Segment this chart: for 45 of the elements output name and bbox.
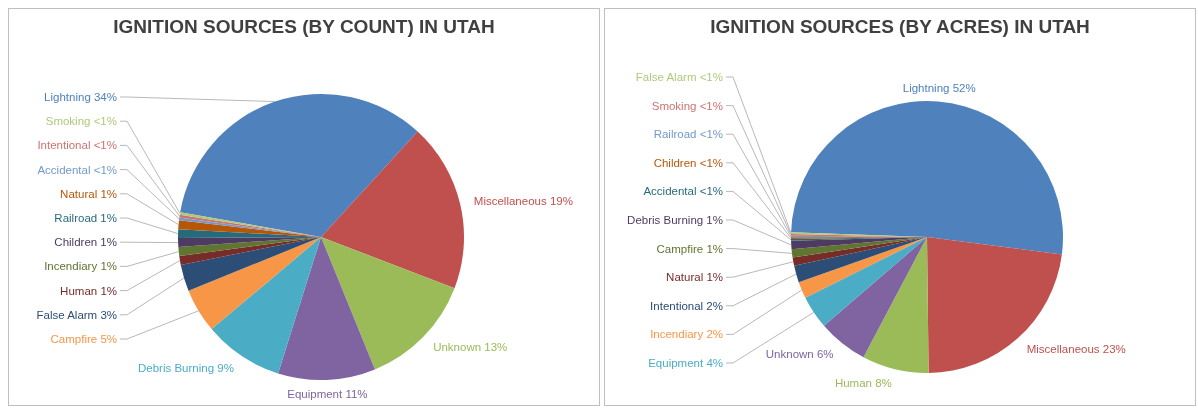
slice-label: Lightning 52%	[902, 81, 976, 94]
pie-slice	[278, 237, 375, 380]
slice-label: Equipment 11%	[287, 387, 368, 400]
slice-label: False Alarm <1%	[635, 71, 723, 84]
slice-label: Incendiary 2%	[650, 328, 723, 341]
slice-label: Lightning 34%	[44, 91, 117, 104]
pie-slice	[798, 237, 927, 298]
slice-label: Debris Burning 1%	[627, 214, 723, 227]
slice-label: False Alarm 3%	[36, 308, 117, 321]
pie-slice	[792, 237, 927, 266]
slice-label: Miscellaneous 19%	[473, 195, 573, 208]
pie-slice	[179, 237, 321, 265]
slice-label: Unknown 6%	[765, 348, 834, 361]
slice-label: Children <1%	[653, 156, 723, 169]
slice-label: Human 8%	[834, 376, 892, 389]
slice-label: Children 1%	[54, 236, 117, 249]
slice-label: Natural 1%	[666, 271, 723, 284]
slice-label: Miscellaneous 23%	[1026, 343, 1126, 356]
slice-label: Intentional <1%	[37, 139, 117, 152]
slice-label: Campfire 5%	[50, 333, 117, 346]
slice-label: Human 1%	[60, 284, 117, 297]
slice-label: Railroad 1%	[54, 212, 117, 225]
pie-slice	[188, 237, 321, 330]
slice-label: Accidental <1%	[37, 163, 117, 176]
slice-label: Unknown 13%	[433, 340, 508, 353]
slice-label: Incendiary 1%	[44, 260, 117, 273]
slice-label: Smoking <1%	[651, 99, 723, 112]
chart-title: IGNITION SOURCES (BY ACRES) IN UTAH	[710, 16, 1090, 37]
slice-label: Campfire 1%	[656, 242, 723, 255]
slice-label: Natural 1%	[60, 187, 117, 200]
slice-label: Railroad <1%	[653, 128, 723, 141]
slice-label: Intentional 2%	[650, 299, 723, 312]
pie-slice	[180, 237, 321, 291]
pie-slice	[805, 237, 927, 326]
pie-slice	[791, 237, 927, 258]
chart-title: IGNITION SOURCES (BY COUNT) IN UTAH	[113, 16, 495, 37]
pie-slice	[321, 131, 464, 289]
slice-label: Equipment 4%	[648, 357, 723, 370]
slice-label: Debris Burning 9%	[138, 361, 234, 374]
pie-slice	[791, 101, 1063, 255]
pie-slice	[794, 237, 927, 283]
pie-slice	[180, 94, 418, 237]
pie-slice	[863, 237, 929, 373]
slice-label: Accidental <1%	[643, 185, 723, 198]
slice-label: Smoking <1%	[45, 115, 117, 128]
